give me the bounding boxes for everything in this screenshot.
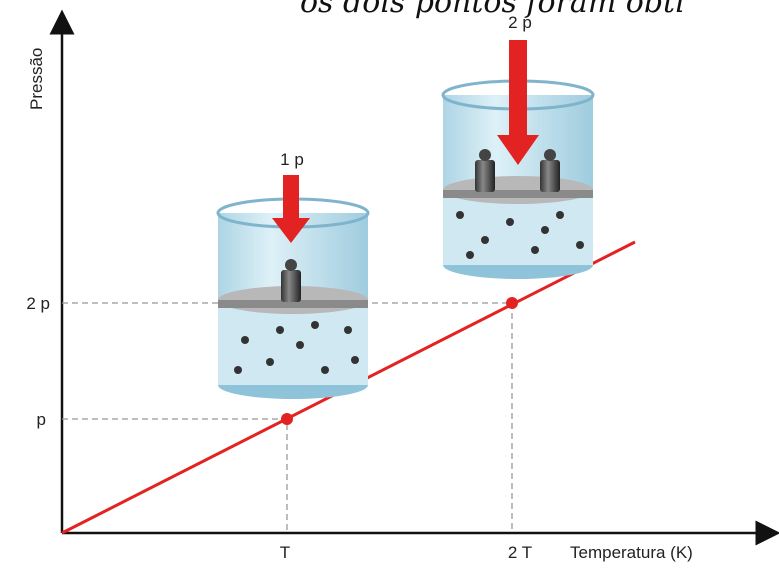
x-tick-label: 2 T (508, 543, 532, 562)
y-tick-label: 2 p (26, 294, 50, 313)
y-axis-label: Pressão (27, 48, 46, 110)
container (443, 40, 593, 279)
container-label: 2 p (508, 13, 532, 32)
x-axis-label: Temperatura (K) (570, 543, 693, 562)
container-label: 1 p (280, 150, 304, 169)
point (281, 413, 293, 425)
diagram: os dois pontos foram obti (0, 0, 779, 570)
header-note: os dois pontos foram obti (300, 0, 685, 20)
container (218, 175, 368, 399)
y-tick-label: p (37, 410, 46, 429)
x-tick-label: T (280, 543, 290, 562)
point (506, 297, 518, 309)
